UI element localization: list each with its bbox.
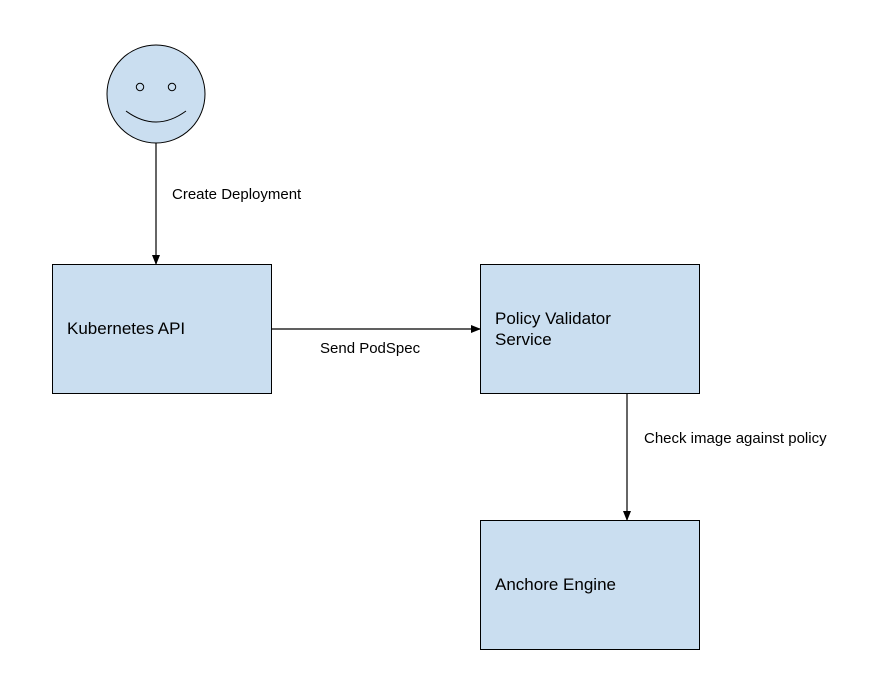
edge-label-create-deployment: Create Deployment bbox=[172, 186, 301, 203]
node-policy-validator-label: Policy Validator Service bbox=[495, 308, 611, 351]
diagram-canvas: Kubernetes API Policy Validator Service … bbox=[0, 0, 892, 690]
user-smiley-icon bbox=[107, 45, 205, 143]
node-kubernetes-api: Kubernetes API bbox=[52, 264, 272, 394]
edge-label-check-image: Check image against policy bbox=[644, 430, 827, 447]
node-kubernetes-api-label: Kubernetes API bbox=[67, 318, 185, 339]
node-anchore-engine-label: Anchore Engine bbox=[495, 574, 616, 595]
node-anchore-engine: Anchore Engine bbox=[480, 520, 700, 650]
edge-label-send-podspec: Send PodSpec bbox=[320, 340, 420, 357]
node-policy-validator: Policy Validator Service bbox=[480, 264, 700, 394]
